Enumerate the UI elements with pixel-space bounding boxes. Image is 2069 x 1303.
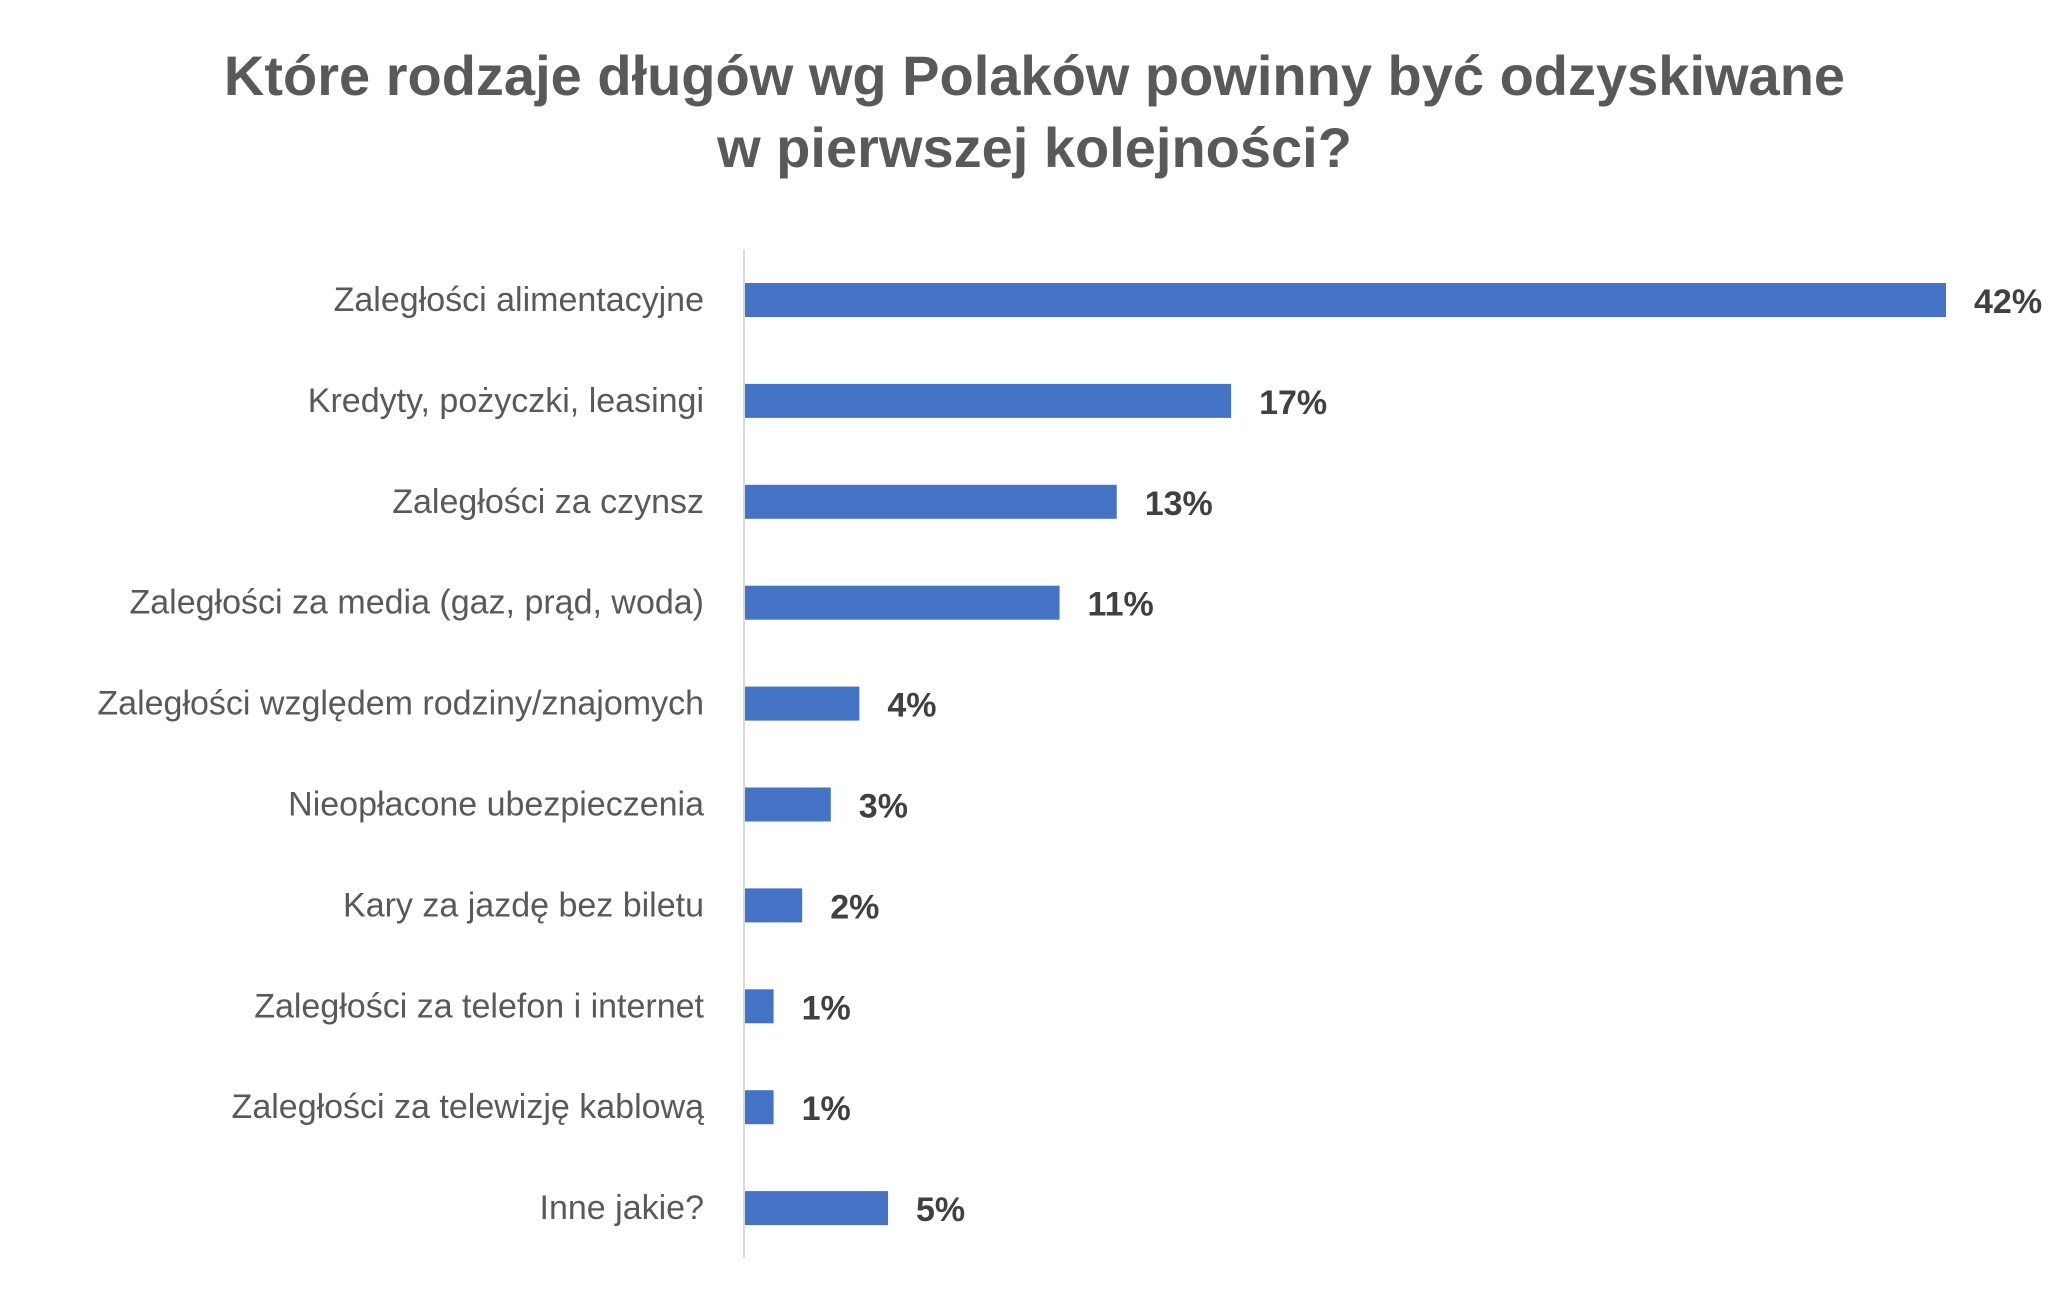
bar [745, 585, 1060, 620]
data-label: 3% [859, 788, 908, 826]
category-label: Zaległości za media (gaz, prąd, woda) [130, 584, 705, 622]
bar [745, 283, 1946, 317]
chart-title-line-2: w pierwszej kolejności? [717, 116, 1352, 179]
bar [745, 686, 860, 721]
data-label: 11% [1088, 586, 1154, 624]
data-label: 13% [1145, 485, 1213, 523]
category-label: Zaległości alimentacyjne [334, 281, 704, 319]
data-label: 2% [830, 888, 879, 926]
bar [745, 888, 803, 923]
data-label: 42% [1974, 283, 2042, 321]
category-label: Zaległości za telewizję kablową [232, 1088, 705, 1126]
chart-title-line-1: Które rodzaje długów wg Polaków powinny … [223, 44, 1846, 107]
category-label: Kary za jazdę bez biletu [343, 886, 704, 924]
category-label: Zaległości za telefon i internet [254, 987, 704, 1025]
data-label: 1% [802, 1090, 851, 1128]
bar [745, 989, 774, 1024]
bar [745, 1090, 774, 1125]
category-label: Zaległości za czynsz [392, 483, 704, 521]
bar [745, 383, 1232, 418]
category-label: Inne jakie? [540, 1189, 704, 1227]
category-label: Kredyty, pożyczki, leasingi [308, 382, 704, 420]
data-label: 5% [916, 1191, 965, 1229]
data-label: 17% [1259, 384, 1327, 422]
category-label: Nieopłacone ubezpieczenia [288, 786, 704, 824]
bar [745, 484, 1117, 519]
data-label: 1% [802, 989, 851, 1027]
category-label: Zaległości względem rodziny/znajomych [97, 685, 704, 723]
data-label: 4% [887, 687, 936, 725]
bar [745, 1191, 888, 1226]
chart-title: Które rodzaje długów wg Polaków powinny … [0, 40, 2069, 184]
bar [745, 787, 831, 822]
